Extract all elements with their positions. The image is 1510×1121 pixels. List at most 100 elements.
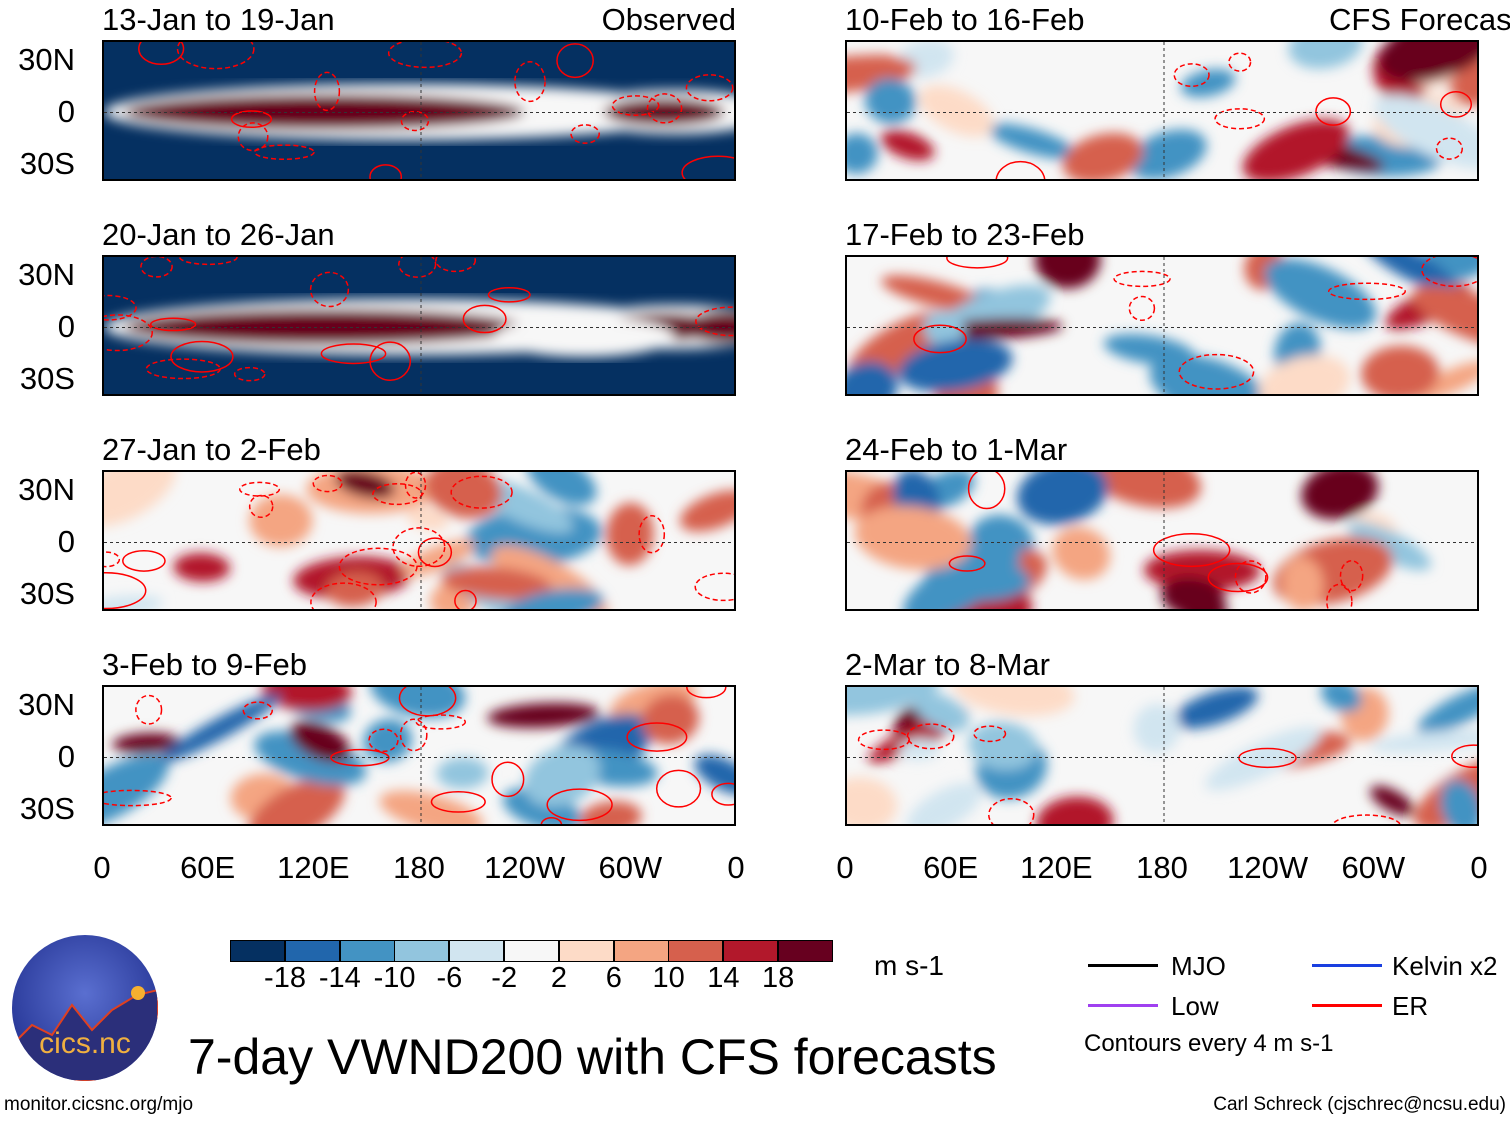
er-contour [454,589,477,609]
wind-anomaly-blob [1378,42,1477,83]
wind-anomaly-blob [987,123,1078,160]
er-contour [233,366,266,382]
legend-kelvin: Kelvin x2 [1392,951,1498,981]
er-contour [135,694,163,725]
credit-label: Carl Schreck (cjschrec@ncsu.edu) [1213,1094,1506,1115]
er-contour [170,340,234,373]
wind-anomaly-blob [1242,119,1350,179]
er-contour [694,572,734,602]
er-contour [948,555,986,572]
panel-title: 3-Feb to 9-Feb [102,647,308,682]
er-contour [369,341,412,381]
er-contour [546,788,613,822]
lat-tick-label: 30N [18,42,75,77]
wind-anomaly-blob [379,790,484,824]
er-contour [309,271,350,308]
panel-title: 27-Jan to 2-Feb [102,432,321,467]
lon-tick-label: 60W [598,850,663,885]
er-contour [138,42,185,65]
er-contour [104,294,137,321]
url-label: monitor.cicsnc.org/mjo [4,1094,194,1115]
colorbar-tick-label: -18 [264,962,306,994]
er-contour [1207,562,1269,593]
lon-tick-label: 0 [1470,850,1488,885]
er-contour [239,481,281,497]
wind-anomaly-blob [325,571,384,607]
colorbar-tick-label: 10 [652,962,685,994]
er-contour [1315,97,1352,126]
lat-tick-label: 30N [18,472,75,507]
er-contour [149,317,197,332]
colorbar-tick-label: -2 [491,962,518,994]
er-contour [178,257,238,266]
er-contour [946,257,1009,269]
wind-anomaly-blob [1281,556,1324,609]
er-contour [1326,583,1353,609]
er-contour [1234,560,1267,594]
er-contour [368,728,399,753]
wind-anomaly-blob [1016,472,1109,525]
er-contour [415,714,467,730]
er-contour [711,782,734,806]
wind-anomaly-blob [424,472,503,519]
panel-label: Observed [601,2,736,37]
panel-title: 10-Feb to 16-Feb [845,2,1085,37]
er-contour [1435,137,1464,160]
wind-anomaly-blob [1205,726,1322,791]
wind-anomaly-blob [1160,576,1226,609]
wind-anomaly-blob [401,539,475,577]
wind-anomaly-blob [494,317,674,357]
colorbar-swatch [230,940,285,962]
wind-anomaly-blob [1036,796,1114,824]
wind-anomaly-blob [104,472,176,527]
map-panel [845,470,1479,611]
colorbar-swatch [339,940,395,962]
er-contour [450,475,513,509]
er-contour [338,547,418,586]
map-panel [845,685,1479,826]
wind-anomaly-blob [1288,42,1363,69]
er-contour [626,722,688,752]
er-contour [1339,560,1364,592]
wind-anomaly-blob [436,757,489,789]
legend-line-mjo [1088,964,1158,967]
wind-anomaly-blob [847,687,940,716]
er-contour [1327,282,1406,301]
er-contour [253,144,315,160]
er-contour [312,474,343,493]
wind-anomaly-blob [104,754,169,824]
wind-anomaly-blob [1180,69,1236,98]
wind-anomaly-blob [1369,729,1477,753]
wind-anomaly-blob [679,490,734,532]
er-contour [570,124,600,144]
er-contour [400,110,430,132]
wind-anomaly-blob [606,502,654,566]
lon-tick-label: 0 [836,850,854,885]
main-title: 7-day VWND200 with CFS forecasts [188,1029,997,1085]
lat-tick-label: 30S [19,361,75,396]
panel-title: 20-Jan to 26-Jan [102,217,335,252]
wind-anomaly-blob [906,782,982,824]
er-contour [1173,63,1210,88]
colorbar-swatch [613,940,669,962]
wind-anomaly-blob [881,275,988,312]
colorbar-swatch [394,940,450,962]
wind-anomaly-blob [968,721,1038,771]
wind-anomaly-blob [290,721,351,763]
colorbar-swatch [668,940,724,962]
map-panel [845,40,1479,181]
colorbar-swatch [558,940,614,962]
wind-anomaly-blob [1127,129,1207,179]
wind-anomaly-blob [370,687,466,718]
wind-anomaly-blob [249,494,313,547]
er-contour [906,723,955,750]
er-contour [857,729,910,751]
wind-anomaly-blob [1370,785,1415,816]
wind-anomaly-blob [1172,687,1259,729]
wind-anomaly-blob [124,309,524,345]
er-contour [176,42,255,70]
lon-tick-label: 0 [93,850,111,885]
er-contour [1128,295,1156,321]
wind-anomaly-blob [1361,257,1457,293]
wind-anomaly-blob [406,506,449,531]
